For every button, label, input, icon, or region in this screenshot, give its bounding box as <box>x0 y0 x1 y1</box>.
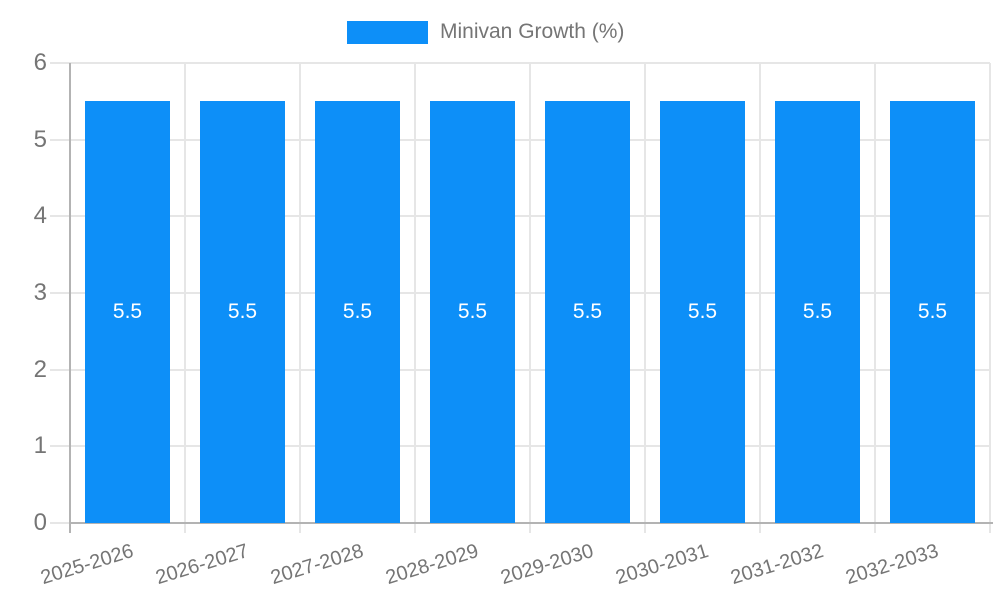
x-axis-tick <box>989 523 991 533</box>
bar-value-label: 5.5 <box>917 300 948 324</box>
bar-value-label: 5.5 <box>112 300 143 324</box>
gridline-vertical <box>874 63 876 523</box>
x-axis-tick <box>184 523 186 533</box>
y-axis-tick <box>50 522 70 524</box>
x-axis-category-label: 2028-2029 <box>383 540 481 590</box>
y-axis-tick-label: 1 <box>33 432 47 460</box>
bar[interactable]: 5.5 <box>200 101 285 523</box>
x-axis-tick <box>874 523 876 533</box>
bar-value-label: 5.5 <box>802 300 833 324</box>
bar-value-label: 5.5 <box>227 300 258 324</box>
bar[interactable]: 5.5 <box>775 101 860 523</box>
x-axis-tick <box>414 523 416 533</box>
gridline-vertical <box>529 63 531 523</box>
x-axis-tick <box>529 523 531 533</box>
x-axis-category-label: 2025-2026 <box>38 540 136 590</box>
y-axis-line <box>69 63 71 533</box>
y-axis-tick <box>50 445 70 448</box>
legend: Minivan Growth (%) <box>347 20 624 44</box>
y-axis-tick <box>50 62 70 64</box>
y-axis-tick-label: 4 <box>33 202 47 230</box>
x-axis-tick <box>759 523 761 533</box>
bar[interactable]: 5.5 <box>890 101 975 523</box>
bar[interactable]: 5.5 <box>315 101 400 523</box>
x-axis-category-label: 2026-2027 <box>153 540 251 590</box>
x-axis-category-label: 2027-2028 <box>268 540 366 590</box>
bar-value-label: 5.5 <box>342 300 373 324</box>
y-axis-tick <box>50 292 70 294</box>
x-axis-tick <box>299 523 301 533</box>
gridline-vertical <box>414 63 416 523</box>
y-axis-tick-label: 6 <box>33 49 47 76</box>
gridline-vertical <box>184 63 186 523</box>
bar-value-label: 5.5 <box>457 300 488 324</box>
x-axis-baseline <box>70 522 993 524</box>
gridline-vertical <box>644 63 646 523</box>
bar[interactable]: 5.5 <box>430 101 515 523</box>
x-axis-category-label: 2029-2030 <box>498 540 596 590</box>
legend-label: Minivan Growth (%) <box>440 20 625 43</box>
gridline-vertical <box>989 63 991 523</box>
y-axis-tick <box>50 368 70 371</box>
gridline-vertical <box>759 63 761 523</box>
x-axis-tick <box>644 523 646 533</box>
bar[interactable]: 5.5 <box>545 101 630 523</box>
y-axis-tick-label: 3 <box>33 279 47 306</box>
x-axis-category-label: 2031-2032 <box>728 540 826 590</box>
legend-swatch <box>347 20 428 44</box>
x-axis-category-label: 2032-2033 <box>843 540 941 590</box>
y-axis-tick-label: 0 <box>33 509 47 536</box>
bar[interactable]: 5.5 <box>85 101 170 523</box>
y-axis-tick-label: 2 <box>33 355 47 383</box>
y-axis-tick <box>50 215 70 218</box>
bar[interactable]: 5.5 <box>660 101 745 523</box>
y-axis-tick-label: 5 <box>33 125 47 153</box>
gridline-vertical <box>299 63 301 523</box>
bar-value-label: 5.5 <box>572 300 603 324</box>
y-axis-tick <box>50 138 70 141</box>
bar-value-label: 5.5 <box>687 300 718 324</box>
x-axis-category-label: 2030-2031 <box>613 540 711 590</box>
